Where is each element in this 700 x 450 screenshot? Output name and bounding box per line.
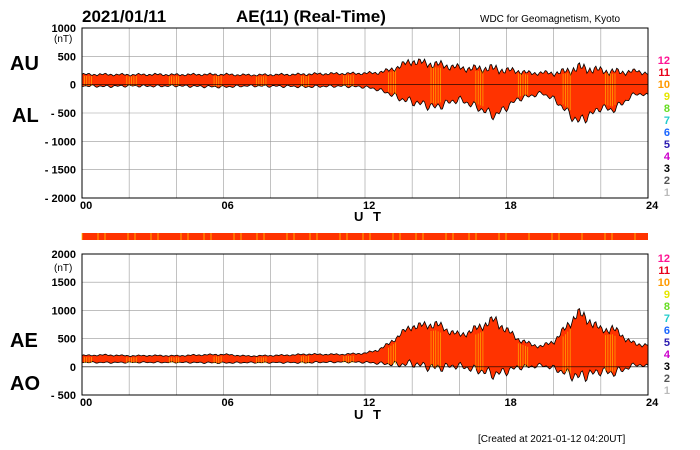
au-al-x-tick-label: 12 [363, 200, 375, 212]
au-al-x-tick-label: 06 [222, 200, 234, 212]
data-strip-bar [82, 233, 648, 240]
ae-ao-y-tick-label: 1000 [52, 305, 76, 317]
au-al-legend-item: 9 [664, 91, 670, 103]
ae-ao-x-tick-label: 18 [505, 397, 517, 409]
ae-ao-legend-item: 4 [664, 349, 671, 361]
ae-ao-plot-frame [81, 253, 649, 396]
au-al-frame [81, 27, 649, 199]
au-al-grid [81, 27, 649, 199]
au-al-y-tick-label: - 2000 [45, 193, 76, 205]
ae-ao-y-tick-label: 0 [70, 362, 76, 374]
ae-ao-x-axis-label: U T [354, 407, 384, 422]
au-al-y-tick-label: - 500 [51, 108, 76, 120]
au-al-legend-item: 6 [664, 127, 670, 139]
ae-ao-legend-item: 9 [664, 289, 670, 301]
ae-ao-x-tick-label: 24 [646, 397, 659, 409]
au-al-legend-item: 2 [664, 175, 670, 187]
ae-ao-x-tick-label: 12 [363, 397, 375, 409]
au-al-plot-frame [81, 27, 649, 199]
ae-ao-frame [81, 253, 649, 396]
ae-ao-y-tick-label: 1500 [52, 277, 76, 289]
data-strip [81, 233, 648, 240]
au-al-y-tick-label: - 1000 [45, 136, 76, 148]
ao-series-label: AO [10, 373, 40, 395]
au-al-y-tick-label: 500 [58, 51, 76, 63]
au-al-x-tick-label: 18 [505, 200, 517, 212]
ae-ao-legend-item: 1 [664, 385, 670, 397]
ae-ao-y-tick-label: 2000 [52, 249, 76, 261]
ae-ao-legend-item: 5 [664, 337, 670, 349]
ae-ao-legend-item: 3 [664, 361, 670, 373]
au-al-y-tick-label: - 1500 [45, 165, 76, 177]
ae-series-label: AE [10, 330, 38, 352]
au-al-legend-item: 8 [664, 103, 670, 115]
ae-line [81, 307, 649, 357]
ae-ao-legend-item: 10 [658, 277, 670, 289]
au-al-x-tick-label: 24 [646, 200, 659, 212]
au-al-y-tick-label: 1000 [52, 23, 76, 35]
date-label: 2021/01/11 [82, 7, 166, 26]
ae-ao-y-ticks: 2000 1500 1000 500 0 - 500 [51, 249, 76, 402]
au-al-x-ticks: 00 06 12 18 24 [80, 200, 659, 212]
au-al-legend-item: 10 [658, 79, 670, 91]
al-line [81, 84, 649, 124]
ae-ao-x-tick-label: 00 [80, 397, 92, 409]
au-al-y-tick-label: 0 [70, 80, 76, 92]
au-series-label: AU [10, 53, 39, 75]
ae-ao-legend-item: 2 [664, 373, 670, 385]
au-al-unit-label: (nT) [54, 34, 72, 45]
au-al-legend-item: 5 [664, 139, 670, 151]
au-al-legend-item: 11 [658, 67, 670, 79]
ae-ao-x-tick-label: 06 [222, 397, 234, 409]
ae-ao-unit-label: (nT) [54, 263, 72, 274]
ae-ao-y-tick-label: - 500 [51, 390, 76, 402]
au-al-legend-item: 12 [658, 55, 670, 67]
ae-ao-legend-item: 8 [664, 301, 670, 313]
ae-ao-legend-item: 7 [664, 313, 670, 325]
au-al-legend-item: 7 [664, 115, 670, 127]
au-al-legend-item: 3 [664, 163, 670, 175]
au-al-legend-item: 4 [664, 151, 671, 163]
ae-ao-x-ticks: 00 06 12 18 24 [80, 397, 659, 409]
au-al-y-ticks: 1000 500 0 - 500 - 1000 - 1500 - 2000 [45, 23, 76, 205]
al-series-label: AL [12, 105, 39, 127]
ae-ao-legend-item: 6 [664, 325, 670, 337]
created-timestamp: [Created at 2021-01-12 04:20UT] [478, 434, 626, 445]
au-al-area [82, 59, 648, 123]
au-al-x-tick-label: 00 [80, 200, 92, 212]
chart-title: AE(11) (Real-Time) [236, 7, 386, 26]
ae-ao-band [81, 307, 649, 383]
ae-ao-y-tick-label: 500 [58, 334, 76, 346]
au-al-legend-item: 1 [664, 187, 670, 199]
au-al-x-axis-label: U T [354, 209, 384, 224]
ae-ao-area [82, 308, 648, 382]
ae-ao-legend-item: 11 [658, 265, 670, 277]
au-line [81, 58, 649, 78]
organization-label: WDC for Geomagnetism, Kyoto [480, 14, 620, 25]
ae-ao-legend-item: 12 [658, 253, 670, 265]
